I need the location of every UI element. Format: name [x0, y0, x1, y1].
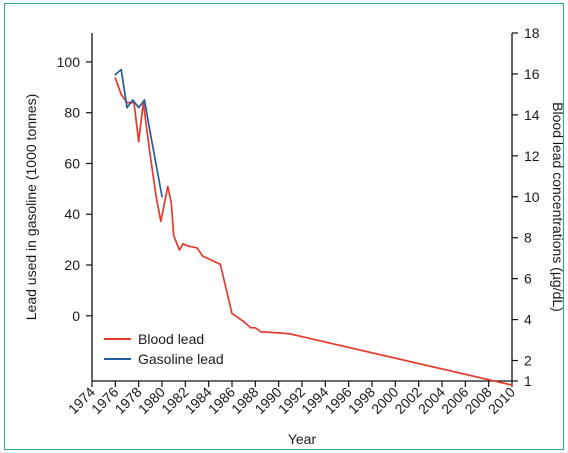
y-right-axis-title: Blood lead concentrations (µg/dL): [550, 102, 566, 312]
y-left-tick-label: 0: [72, 308, 80, 324]
blood-lead-point: [289, 333, 292, 335]
blood-lead-point: [114, 77, 117, 79]
gasoline-lead-point: [137, 106, 140, 109]
blood-lead-point: [120, 93, 122, 96]
blood-lead-point: [167, 185, 169, 188]
gasoline-lead-point: [161, 195, 163, 198]
y-left-tick-label: 60: [64, 155, 80, 171]
gasoline-lead-point: [132, 99, 134, 101]
blood-lead-point: [178, 249, 181, 251]
y-left-tick-label: 40: [64, 206, 80, 222]
blood-lead-point: [149, 155, 152, 157]
y-left-axis-title: Lead used in gasoline (1000 tonnes): [23, 94, 39, 321]
y-right-tick-label: 8: [524, 230, 532, 246]
x-tick-label: 2010: [485, 384, 518, 417]
gasoline-lead-point: [149, 132, 152, 134]
gasoline-lead-point: [143, 99, 146, 101]
y-right-tick-label: 14: [524, 107, 540, 123]
y-left-tick-label: 80: [64, 105, 80, 121]
gasoline-lead-line: [114, 68, 163, 198]
blood-lead-point: [277, 332, 280, 334]
legend-label-blood-lead: Blood lead: [138, 331, 204, 347]
blood-lead-point: [170, 202, 173, 204]
blood-lead-point: [511, 384, 513, 386]
y-right-tick-label: 12: [524, 148, 540, 164]
blood-lead-point: [231, 312, 233, 315]
x-axis-title: Year: [288, 431, 317, 447]
blood-lead-point: [249, 327, 252, 329]
gasoline-lead-point: [114, 73, 117, 76]
blood-lead-point: [182, 243, 184, 245]
y-right-tick-label: 4: [524, 312, 532, 328]
y-right-tick-label: 10: [524, 189, 540, 205]
y-right-tick-label: 16: [524, 66, 540, 82]
y-right-tick-label: 18: [524, 25, 540, 41]
blood-lead-point: [160, 220, 162, 223]
legend-label-gasoline-lead: Gasoline lead: [138, 351, 224, 367]
y-left-tick-label: 20: [64, 257, 80, 273]
blood-lead-point: [202, 255, 204, 257]
y-left-tick-label: 100: [57, 54, 81, 70]
blood-lead-point: [260, 331, 263, 333]
blood-lead-point: [219, 263, 222, 266]
y-right-tick-label: 2: [524, 353, 532, 369]
blood-lead-point: [186, 245, 189, 247]
gasoline-lead-point: [120, 68, 122, 71]
blood-lead-point: [137, 140, 140, 143]
blood-lead-point: [242, 320, 245, 323]
y-right-tick-label: 6: [524, 271, 532, 287]
blood-lead-point: [254, 327, 257, 329]
y-right-tick-label: 1: [524, 373, 532, 389]
blood-lead-point: [155, 196, 157, 198]
blood-lead-point: [196, 247, 198, 249]
blood-lead-point: [172, 234, 175, 237]
gasoline-lead-point: [126, 106, 128, 109]
